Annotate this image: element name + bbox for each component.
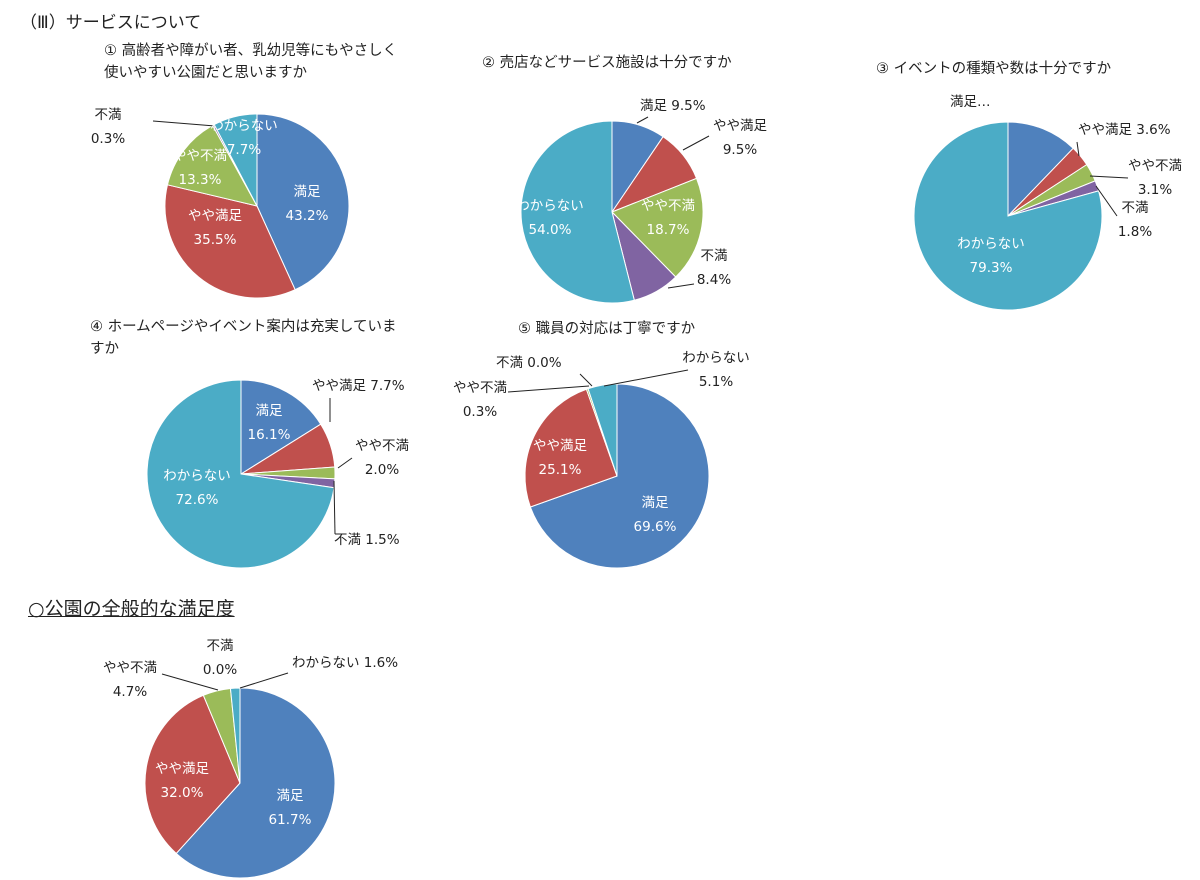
chart-1-label-fuman-name: 不満 (95, 107, 122, 123)
chart-3-title: ③ イベントの種類や数は十分ですか (876, 61, 1112, 77)
chart-5-label-fuman: 不満 0.0% (496, 355, 562, 371)
chart-2-label-manzoku: 満足 9.5% (640, 98, 706, 114)
chart-5-label-wakaranai-name: わからない (682, 350, 750, 366)
chart-3-label-fuman-value: 1.8% (1118, 224, 1152, 240)
chart-1-title: ① 高齢者や障がい者、乳幼児等にもやさしく 使いやすい公園だと思いますか (104, 43, 398, 81)
chart-1-slice-wakaranai (213, 113, 258, 207)
chart-3-label-wakaranai-value: 79.3% (970, 260, 1013, 276)
chart-5-label-yaya-manzoku-name: やや満足 (533, 438, 587, 454)
chart-4-label-yaya-manzoku: やや満足 7.7% (312, 378, 405, 394)
chart-4-label-yaya-fuman-name: やや不満 (355, 438, 409, 454)
chart-5-leader-wakaranai (603, 369, 689, 387)
chart-5-label-wakaranai-value: 5.1% (699, 374, 733, 390)
chart-1-label-yaya-manzoku-name: やや満足 (188, 208, 242, 224)
chart-1-label-wakaranai-value: 7.7% (227, 142, 261, 158)
chart-1-label-yaya-fuman-value: 13.3% (179, 172, 222, 188)
chart-4-label-wakaranai-value: 72.6% (176, 492, 219, 508)
chart-6-label-manzoku-value: 61.7% (269, 812, 312, 828)
chart-2-slice-wakaranai (520, 120, 635, 304)
chart-3-slice-manzoku (1007, 121, 1074, 218)
chart-1-label-wakaranai-name: わからない (210, 118, 278, 134)
chart-2-leader-yaya-manzoku (682, 135, 710, 151)
chart-2-title: ② 売店などサービス施設は十分ですか (482, 55, 732, 71)
chart-4-slice-manzoku (240, 379, 322, 475)
chart-6-label-fuman-value: 0.0% (203, 662, 237, 678)
chart-5-label-manzoku-value: 69.6% (634, 519, 677, 535)
chart-4-leader-fuman (333, 480, 336, 535)
section-title: （Ⅲ）サービスについて (20, 13, 202, 33)
chart-3-label-wakaranai-name: わからない (957, 236, 1025, 252)
chart-4-label-manzoku-name: 満足 (256, 403, 283, 419)
chart-2-label-yaya-fuman-value: 18.7% (647, 222, 690, 238)
chart-4-slice-wakaranai (146, 379, 335, 569)
chart-3-label-yaya-fuman-value: 3.1% (1138, 182, 1172, 198)
chart-1-label-yaya-fuman-name: やや不満 (173, 148, 227, 164)
chart-3-slice-wakaranai (913, 121, 1103, 311)
chart-5-slice-yaya-manzoku (524, 388, 618, 508)
chart-1-label-fuman-value: 0.3% (91, 131, 125, 147)
chart-5-title: ⑤ 職員の対応は丁寧ですか (518, 321, 696, 337)
chart-1-slice-manzoku (256, 113, 350, 291)
chart-4-title: ④ ホームページやイベント案内は充実していま すか (90, 319, 397, 357)
chart-6-label-manzoku-name: 満足 (277, 788, 304, 804)
chart-6-slice-manzoku (175, 687, 336, 879)
chart-3-label-yaya-fuman-name: やや不満 (1128, 158, 1182, 174)
chart-5-slice-manzoku (529, 383, 710, 569)
chart-5-label-yaya-manzoku-value: 25.1% (539, 462, 582, 478)
chart-4-label-manzoku-value: 16.1% (248, 427, 291, 443)
chart-5-label-manzoku-name: 満足 (642, 495, 670, 511)
chart-1-label-manzoku-name: 満足 (294, 184, 321, 200)
chart-2-label-wakaranai-name: わからない (516, 198, 584, 214)
chart-6-slice-yaya-manzoku (144, 694, 241, 855)
chart-6-label-yaya-manzoku-value: 32.0% (161, 785, 204, 801)
chart-4-label-wakaranai-name: わからない (163, 468, 231, 484)
chart-3-label-manzoku: 満足… (950, 94, 991, 110)
chart-4-label-fuman: 不満 1.5% (334, 532, 400, 548)
chart-6-leader-wakaranai (239, 672, 289, 689)
chart-2-leader-fuman (667, 283, 695, 289)
chart-2-label-yaya-manzoku-name: やや満足 (713, 118, 767, 134)
chart-2-label-fuman-name: 不満 (701, 248, 728, 264)
chart-1-slice-yaya-manzoku (164, 184, 296, 299)
chart-1-leader-fuman (152, 120, 216, 127)
chart-1-label-yaya-manzoku-value: 35.5% (194, 232, 237, 248)
chart-2-slice-yaya-fuman (611, 177, 704, 278)
overall-satisfaction-title: ○公園の全般的な満足度 (28, 598, 235, 620)
chart-1-label-manzoku-value: 43.2% (286, 208, 329, 224)
chart-6-label-wakaranai: わからない 1.6% (292, 655, 398, 671)
chart-3-leader-yaya-fuman (1089, 175, 1129, 179)
chart-3-leader-yaya-manzoku (1076, 141, 1080, 157)
chart-4-leader-yaya-fuman (337, 457, 353, 469)
chart-6-label-yaya-fuman-value: 4.7% (113, 684, 147, 700)
chart-4-label-yaya-fuman-value: 2.0% (365, 462, 399, 478)
chart-6-leader-yaya-fuman (161, 673, 219, 691)
chart-1-slice-yaya-fuman (166, 124, 258, 207)
chart-5-label-yaya-fuman-name: やや不満 (453, 380, 507, 396)
chart-2-label-yaya-manzoku-value: 9.5% (723, 142, 757, 158)
chart-2-label-wakaranai-value: 54.0% (529, 222, 572, 238)
chart-2-leader-manzoku (636, 116, 649, 124)
chart-5-label-yaya-fuman-value: 0.3% (463, 404, 497, 420)
chart-3-leader-fuman (1095, 185, 1118, 217)
chart-5-leader-fuman (579, 373, 593, 387)
chart-6-label-yaya-fuman-name: やや不満 (103, 660, 157, 676)
chart-5-leader-yaya-fuman (507, 385, 590, 393)
chart-6-slice-wakaranai (229, 687, 241, 784)
chart-2-label-fuman-value: 8.4% (697, 272, 731, 288)
chart-3-label-yaya-manzoku: やや満足 3.6% (1078, 122, 1171, 138)
chart-6-label-yaya-manzoku-name: やや満足 (155, 761, 209, 777)
chart-6-label-fuman-name: 不満 (207, 638, 234, 654)
chart-2-label-yaya-fuman-name: やや不満 (641, 198, 695, 214)
chart-3-label-fuman-name: 不満 (1122, 200, 1149, 216)
